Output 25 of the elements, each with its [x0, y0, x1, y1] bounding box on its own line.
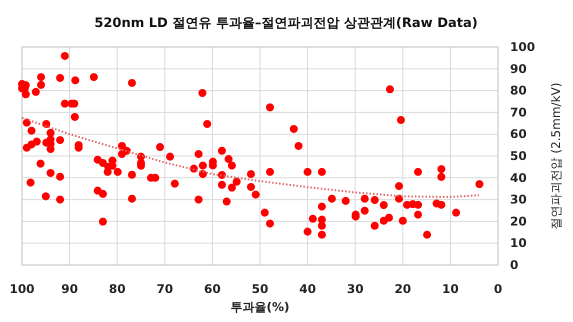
y-tick-label: 80 — [510, 84, 527, 98]
y-tick-label: 60 — [510, 127, 527, 142]
y-tick-label: 90 — [510, 62, 527, 76]
y-tick-label: 20 — [510, 214, 527, 228]
y-tick-label: 40 — [510, 170, 527, 185]
chart-title: 520nm LD 절연유 투과율–절연파괴전압 상관관계(Raw Data) — [94, 16, 478, 31]
y-tick-label: 50 — [510, 149, 527, 163]
y-tick-label: 0 — [510, 258, 518, 272]
x-tick-label: 30 — [346, 282, 364, 296]
x-tick-label: 100 — [9, 282, 35, 296]
y-tick-label: 30 — [510, 192, 527, 207]
y-axis-title: 절연파괴전압 (2.5mm/kV) — [549, 82, 563, 230]
x-tick-label: 60 — [204, 282, 221, 296]
x-tick-label: 10 — [442, 282, 459, 296]
y-tick-label: 100 — [510, 40, 536, 54]
x-axis-title: 투과율(%) — [230, 300, 290, 314]
x-tick-label: 20 — [394, 282, 412, 296]
x-tick-label: 70 — [156, 282, 174, 296]
x-tick-label: 50 — [252, 282, 268, 296]
x-tick-label: 80 — [108, 282, 126, 296]
x-tick-label: 0 — [494, 282, 502, 296]
y-tick-label: 70 — [510, 105, 527, 120]
y-tick-label: 10 — [510, 236, 527, 250]
x-tick-label: 40 — [299, 282, 316, 296]
x-tick-label: 90 — [61, 282, 78, 296]
